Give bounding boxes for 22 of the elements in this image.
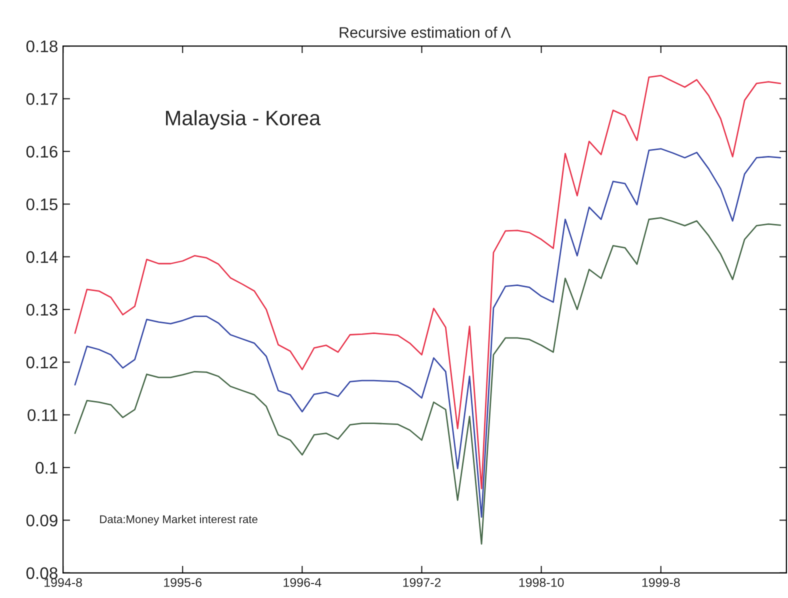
y-tick-label: 0.15 bbox=[26, 198, 58, 210]
x-tick-label: 1995-6 bbox=[164, 578, 202, 587]
annotation: Data:Money Market interest rate bbox=[100, 515, 258, 526]
y-tick-label: 0.13 bbox=[26, 304, 58, 316]
y-tick-label: 0.18 bbox=[26, 40, 58, 52]
annotation: Malaysia - Korea bbox=[166, 110, 321, 130]
y-tick-label: 0.1 bbox=[36, 462, 58, 474]
y-tick-label: 0.17 bbox=[26, 93, 58, 105]
line-series bbox=[74, 74, 782, 490]
y-tick-label: 0.11 bbox=[28, 409, 58, 422]
line-series bbox=[74, 217, 782, 545]
y-tick-label: 0.09 bbox=[26, 514, 58, 526]
y-tick-label: 0.16 bbox=[26, 146, 58, 158]
x-tick-label: 1998-10 bbox=[519, 578, 564, 587]
y-tick-label: 0.08 bbox=[26, 567, 58, 580]
x-tick-label: 1999-8 bbox=[642, 578, 680, 587]
y-tick-label: 0.14 bbox=[26, 251, 58, 263]
chart-title: Recursive estimation of Λ bbox=[340, 26, 511, 38]
x-tick-label: 1994-8 bbox=[44, 578, 82, 587]
x-tick-label: 1997-2 bbox=[403, 578, 441, 587]
x-tick-label: 1996-4 bbox=[284, 578, 322, 587]
y-tick-label: 0.12 bbox=[26, 356, 58, 368]
